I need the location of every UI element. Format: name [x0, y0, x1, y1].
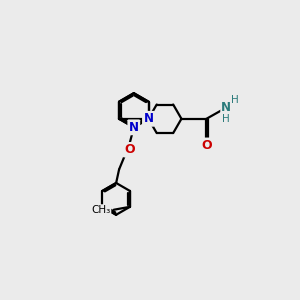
Text: H: H — [231, 95, 239, 105]
Text: O: O — [124, 143, 135, 156]
Text: N: N — [143, 112, 154, 125]
Text: H: H — [222, 114, 230, 124]
Text: N: N — [129, 121, 139, 134]
Text: CH₃: CH₃ — [92, 205, 111, 215]
Text: O: O — [201, 139, 212, 152]
Text: N: N — [221, 100, 231, 113]
